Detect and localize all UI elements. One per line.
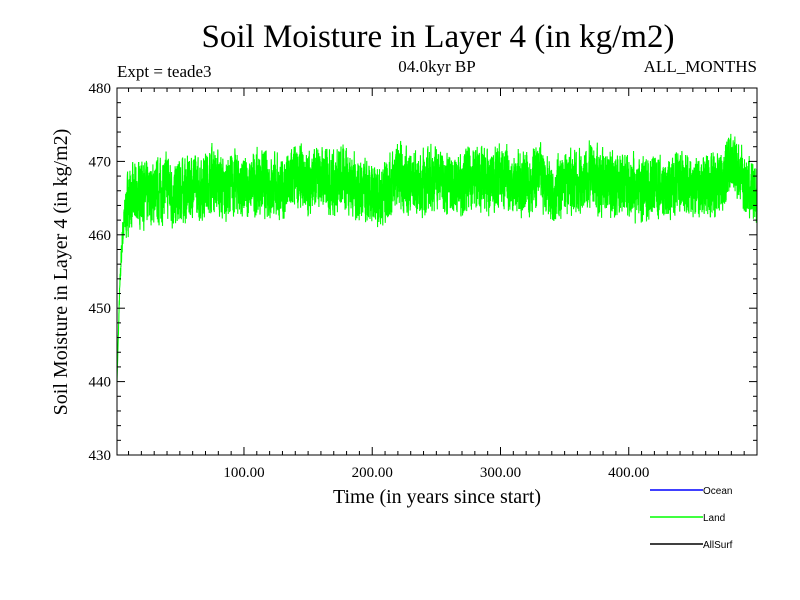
x-axis-label: Time (in years since start) (333, 486, 541, 508)
y-tick-label: 480 (89, 81, 112, 97)
legend-label-ocean: Ocean (703, 486, 732, 497)
period-label: 04.0kyr BP (398, 57, 475, 76)
y-tick-label: 430 (89, 448, 112, 464)
experiment-label: Expt = teade3 (117, 62, 212, 81)
legend-label-land: Land (703, 513, 725, 524)
series-line-land (116, 133, 758, 382)
x-tick-label: 100.00 (223, 465, 264, 481)
x-tick-label: 200.00 (352, 465, 393, 481)
y-axis: 430 440 450 460 470 480 (89, 81, 757, 464)
y-tick-label: 470 (89, 154, 112, 170)
x-tick-label: 400.00 (608, 465, 649, 481)
plot-area (116, 87, 758, 456)
x-tick-label: 300.00 (480, 465, 521, 481)
y-tick-label: 440 (89, 375, 112, 391)
legend: Ocean Land AllSurf (650, 486, 733, 551)
y-tick-label: 450 (89, 301, 112, 317)
months-label: ALL_MONTHS (644, 57, 757, 76)
y-tick-label: 460 (89, 228, 112, 244)
plot-frame (116, 87, 758, 456)
legend-label-allsurf: AllSurf (703, 540, 733, 551)
chart-title: Soil Moisture in Layer 4 (in kg/m2) (202, 19, 675, 55)
y-axis-label: Soil Moisture in Layer 4 (in kg/m2) (50, 129, 72, 416)
x-axis: 100.00 200.00 300.00 400.00 (128, 88, 745, 481)
